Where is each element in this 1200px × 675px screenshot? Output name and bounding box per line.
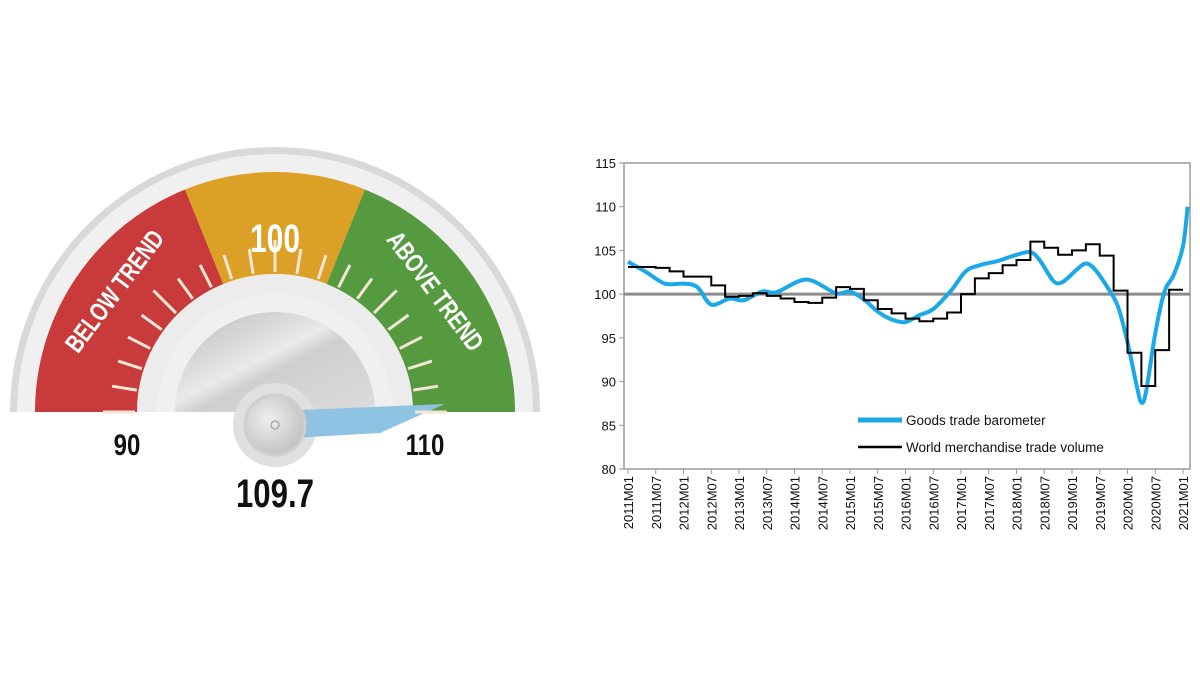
x-tick-label: 2020M01: [1121, 476, 1136, 530]
x-tick-label: 2015M07: [871, 476, 886, 530]
series-goods-trade-barometer: [627, 206, 1190, 405]
x-tick-label: 2013M01: [732, 476, 747, 530]
gauge-tick: [316, 254, 328, 280]
gauge-tick: [222, 254, 234, 280]
x-tick-label: 2017M07: [982, 476, 997, 530]
gauge-tick: [399, 335, 423, 350]
x-tick-label: 2014M01: [788, 476, 803, 530]
below-trend-band: [35, 189, 224, 412]
mid-trend-band: [185, 172, 365, 285]
x-tick-label: 2014M07: [815, 476, 830, 530]
x-tick-label: 2016M07: [926, 476, 941, 530]
x-tick-label: 2011M01: [621, 476, 636, 529]
gauge-tick: [407, 359, 433, 371]
x-tick-label: 2019M01: [1065, 476, 1080, 530]
x-tick-label: 2012M07: [704, 476, 719, 530]
y-tick-label: 105: [594, 243, 616, 258]
gauge-tick: [337, 264, 352, 288]
gauge-min-label: 90: [114, 427, 141, 461]
y-tick-label: 100: [594, 287, 616, 302]
x-tick-label: 2012M01: [677, 476, 692, 530]
gauge-hub: [243, 393, 307, 457]
y-tick-label: 90: [602, 375, 616, 390]
x-tick-label: 2021M01: [1176, 476, 1191, 530]
y-tick-label: 115: [595, 156, 616, 171]
gauge-tick: [152, 289, 178, 315]
gauge-tick: [356, 277, 374, 300]
gauge-tick: [176, 277, 194, 300]
gauge-tick: [117, 359, 143, 371]
x-tick-label: 2016M01: [899, 476, 914, 530]
y-tick-label: 80: [602, 462, 616, 477]
gauge-tick: [387, 313, 410, 331]
x-tick-label: 2017M01: [954, 476, 969, 530]
gauge-tick: [413, 384, 439, 392]
gauge-ticks: [103, 240, 447, 414]
gauge-tick: [127, 335, 151, 350]
gauge-tick: [247, 248, 255, 274]
legend-label-volume: World merchandise trade volume: [906, 440, 1104, 455]
series-world-merchandise-trade-volume: [628, 240, 1183, 387]
x-tick-label: 2020M07: [1148, 476, 1163, 530]
x-tick-label: 2013M07: [760, 476, 775, 530]
gauge-tick: [372, 289, 398, 315]
gauge-value-label: 109.7: [236, 471, 314, 516]
x-tick-label: 2015M01: [843, 476, 858, 530]
x-tick-label: 2018M01: [1010, 476, 1025, 530]
gauge-dial: [175, 312, 375, 412]
x-tick-label: 2019M07: [1093, 476, 1108, 530]
x-tick-label: 2011M07: [649, 476, 664, 529]
gauge-tick: [198, 264, 213, 288]
mid-label: 100: [250, 217, 300, 261]
legend-label-barometer: Goods trade barometer: [906, 413, 1046, 428]
y-tick-label: 85: [602, 418, 616, 433]
gauge-inner-track: [137, 274, 413, 412]
gauge-tick: [140, 313, 163, 331]
plot-frame: [623, 162, 1191, 470]
y-tick-label: 95: [602, 331, 616, 346]
gauge-tick: [295, 248, 303, 274]
gauge-tick: [111, 384, 137, 392]
y-tick-label: 110: [595, 200, 616, 215]
above-trend-band: [326, 189, 515, 412]
x-tick-label: 2018M07: [1037, 476, 1052, 530]
gauge-max-label: 110: [406, 427, 445, 461]
gauge-hub-center: [270, 420, 280, 430]
legend: Goods trade barometer World merchandise …: [858, 413, 1104, 455]
gauge-needle: [275, 403, 445, 439]
